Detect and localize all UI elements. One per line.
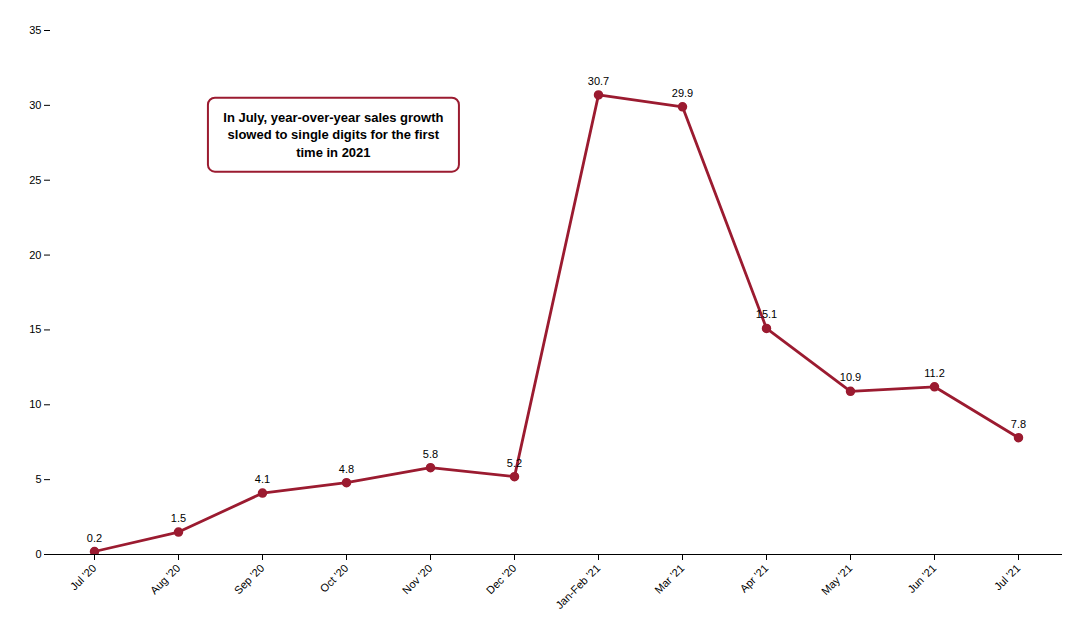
- svg-text:30.7: 30.7: [588, 75, 609, 87]
- svg-text:11.2: 11.2: [924, 367, 945, 379]
- svg-text:Jun '21: Jun '21: [905, 562, 938, 595]
- svg-text:10: 10: [29, 398, 41, 410]
- svg-text:0.2: 0.2: [87, 532, 102, 544]
- svg-text:5.8: 5.8: [423, 448, 438, 460]
- svg-text:5: 5: [35, 473, 41, 485]
- html-text:In July, year-over-year sales: In July, year-over-year sales growth slo…: [223, 109, 444, 160]
- svg-text:30: 30: [29, 99, 41, 111]
- svg-text:20: 20: [29, 249, 41, 261]
- svg-text:1.5: 1.5: [171, 512, 186, 524]
- svg-text:0: 0: [35, 548, 41, 560]
- svg-text:Dec '20: Dec '20: [484, 562, 519, 597]
- svg-text:15: 15: [29, 323, 41, 335]
- svg-text:Oct '20: Oct '20: [318, 562, 351, 595]
- svg-text:Apr '21: Apr '21: [738, 562, 771, 595]
- svg-text:4.1: 4.1: [255, 473, 270, 485]
- svg-text:10.9: 10.9: [840, 371, 861, 383]
- svg-text:Jan-Feb '21: Jan-Feb '21: [553, 562, 602, 611]
- svg-text:May '21: May '21: [819, 562, 854, 597]
- svg-text:Jul '21: Jul '21: [992, 562, 1023, 593]
- svg-text:15.1: 15.1: [756, 308, 777, 320]
- svg-text:35: 35: [29, 24, 41, 36]
- svg-text:Aug '20: Aug '20: [148, 562, 183, 597]
- svg-text:29.9: 29.9: [672, 87, 693, 99]
- svg-text:7.8: 7.8: [1011, 418, 1026, 430]
- svg-text:Mar '21: Mar '21: [652, 562, 686, 596]
- svg-text:Jul '20: Jul '20: [68, 562, 99, 593]
- svg-text:25: 25: [29, 174, 41, 186]
- svg-text:5.2: 5.2: [507, 457, 522, 469]
- svg-text:4.8: 4.8: [339, 463, 354, 475]
- svg-text:Sep '20: Sep '20: [232, 562, 267, 597]
- svg-text:Nov '20: Nov '20: [400, 562, 435, 597]
